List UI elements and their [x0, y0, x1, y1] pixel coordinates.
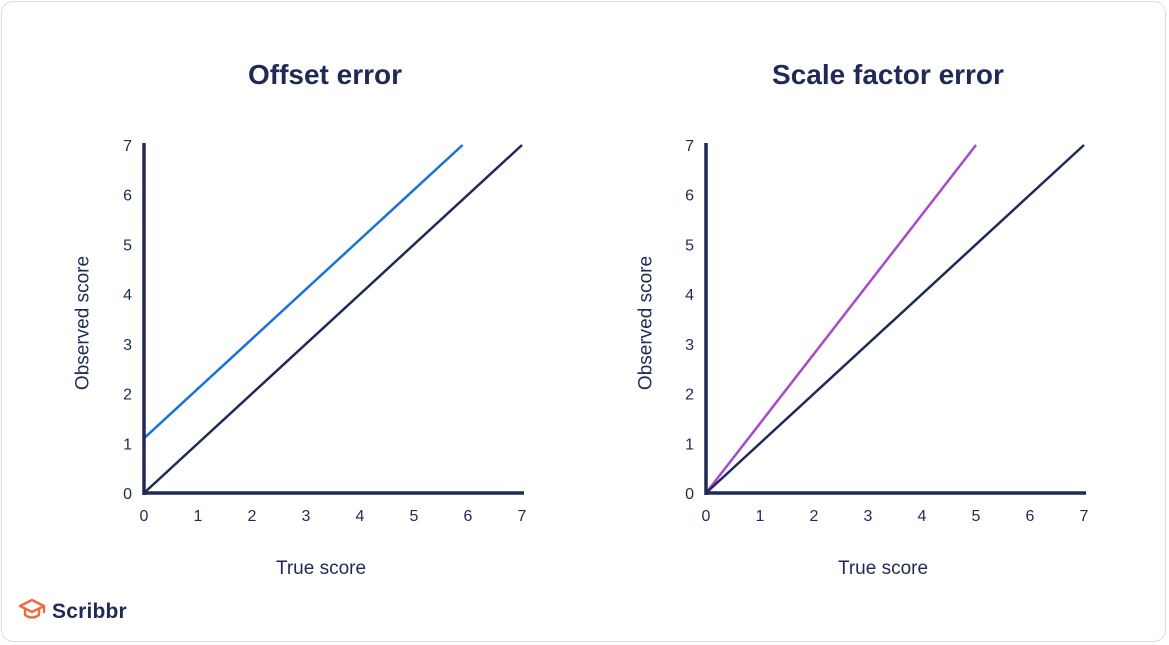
x-axis-label: True score: [276, 558, 366, 579]
y-tick-label: 4: [685, 287, 694, 304]
series-layer: [143, 144, 523, 494]
x-tick-label: 1: [756, 508, 765, 525]
y-tick-label: 0: [123, 486, 132, 503]
x-tick-label: 1: [194, 508, 203, 525]
x-tick-label: 0: [140, 508, 149, 525]
series-line-1: [705, 144, 1085, 494]
series-layer: [705, 144, 1085, 494]
y-tick-label: 1: [685, 436, 694, 453]
x-tick-label: 5: [972, 508, 981, 525]
brand-logo[interactable]: Scribbr: [18, 598, 127, 626]
x-tick-label: 6: [464, 508, 473, 525]
x-tick-label: 2: [810, 508, 819, 525]
chart-title: Scale factor error: [772, 59, 1004, 90]
tick-labels: 0 1 2 3 4 5 6 7 0 1 2 3 4 5 6 7: [685, 138, 1088, 525]
y-tick-label: 4: [123, 287, 132, 304]
x-tick-label: 0: [702, 508, 711, 525]
y-tick-label: 7: [685, 138, 694, 155]
series-line-0: [705, 144, 977, 494]
x-tick-label: 3: [302, 508, 311, 525]
y-tick-label: 5: [123, 237, 132, 254]
tick-labels: 0 1 2 3 4 5 6 7 0 1 2 3 4 5 6 7: [123, 138, 526, 525]
y-tick-label: 6: [123, 188, 132, 205]
axes: [142, 143, 524, 495]
y-tick-label: 3: [685, 337, 694, 354]
chart-offset-error: Offset error 0 1 2 3 4 5 6 7 0 1 2 3 4 5 6 7 True score…: [73, 59, 527, 579]
x-axis-label: True score: [838, 558, 928, 579]
chart-title: Offset error: [248, 59, 402, 90]
x-tick-label: 4: [918, 508, 927, 525]
x-tick-label: 3: [864, 508, 873, 525]
series-line-1: [143, 144, 523, 494]
x-tick-label: 7: [1080, 508, 1089, 525]
x-tick-label: 2: [248, 508, 257, 525]
graduation-cap-icon: [18, 597, 46, 628]
y-tick-label: 6: [685, 188, 694, 205]
y-tick-label: 1: [123, 436, 132, 453]
y-tick-label: 0: [685, 486, 694, 503]
y-tick-label: 2: [685, 387, 694, 404]
y-axis-label: Observed score: [73, 256, 94, 390]
x-tick-label: 5: [410, 508, 419, 525]
x-tick-label: 6: [1026, 508, 1035, 525]
y-tick-label: 5: [685, 237, 694, 254]
series-line-0: [143, 144, 464, 440]
brand-name: Scribbr: [52, 600, 127, 623]
chart-scale-factor-error: Scale factor error 0 1 2 3 4 5 6 7 0 1 2 3 4 5 6 7 True…: [636, 59, 1089, 579]
x-tick-label: 4: [356, 508, 365, 525]
y-tick-label: 3: [123, 337, 132, 354]
y-tick-label: 7: [123, 138, 132, 155]
y-tick-label: 2: [123, 387, 132, 404]
y-axis-label: Observed score: [636, 256, 657, 390]
axes: [704, 143, 1086, 495]
x-tick-label: 7: [518, 508, 527, 525]
